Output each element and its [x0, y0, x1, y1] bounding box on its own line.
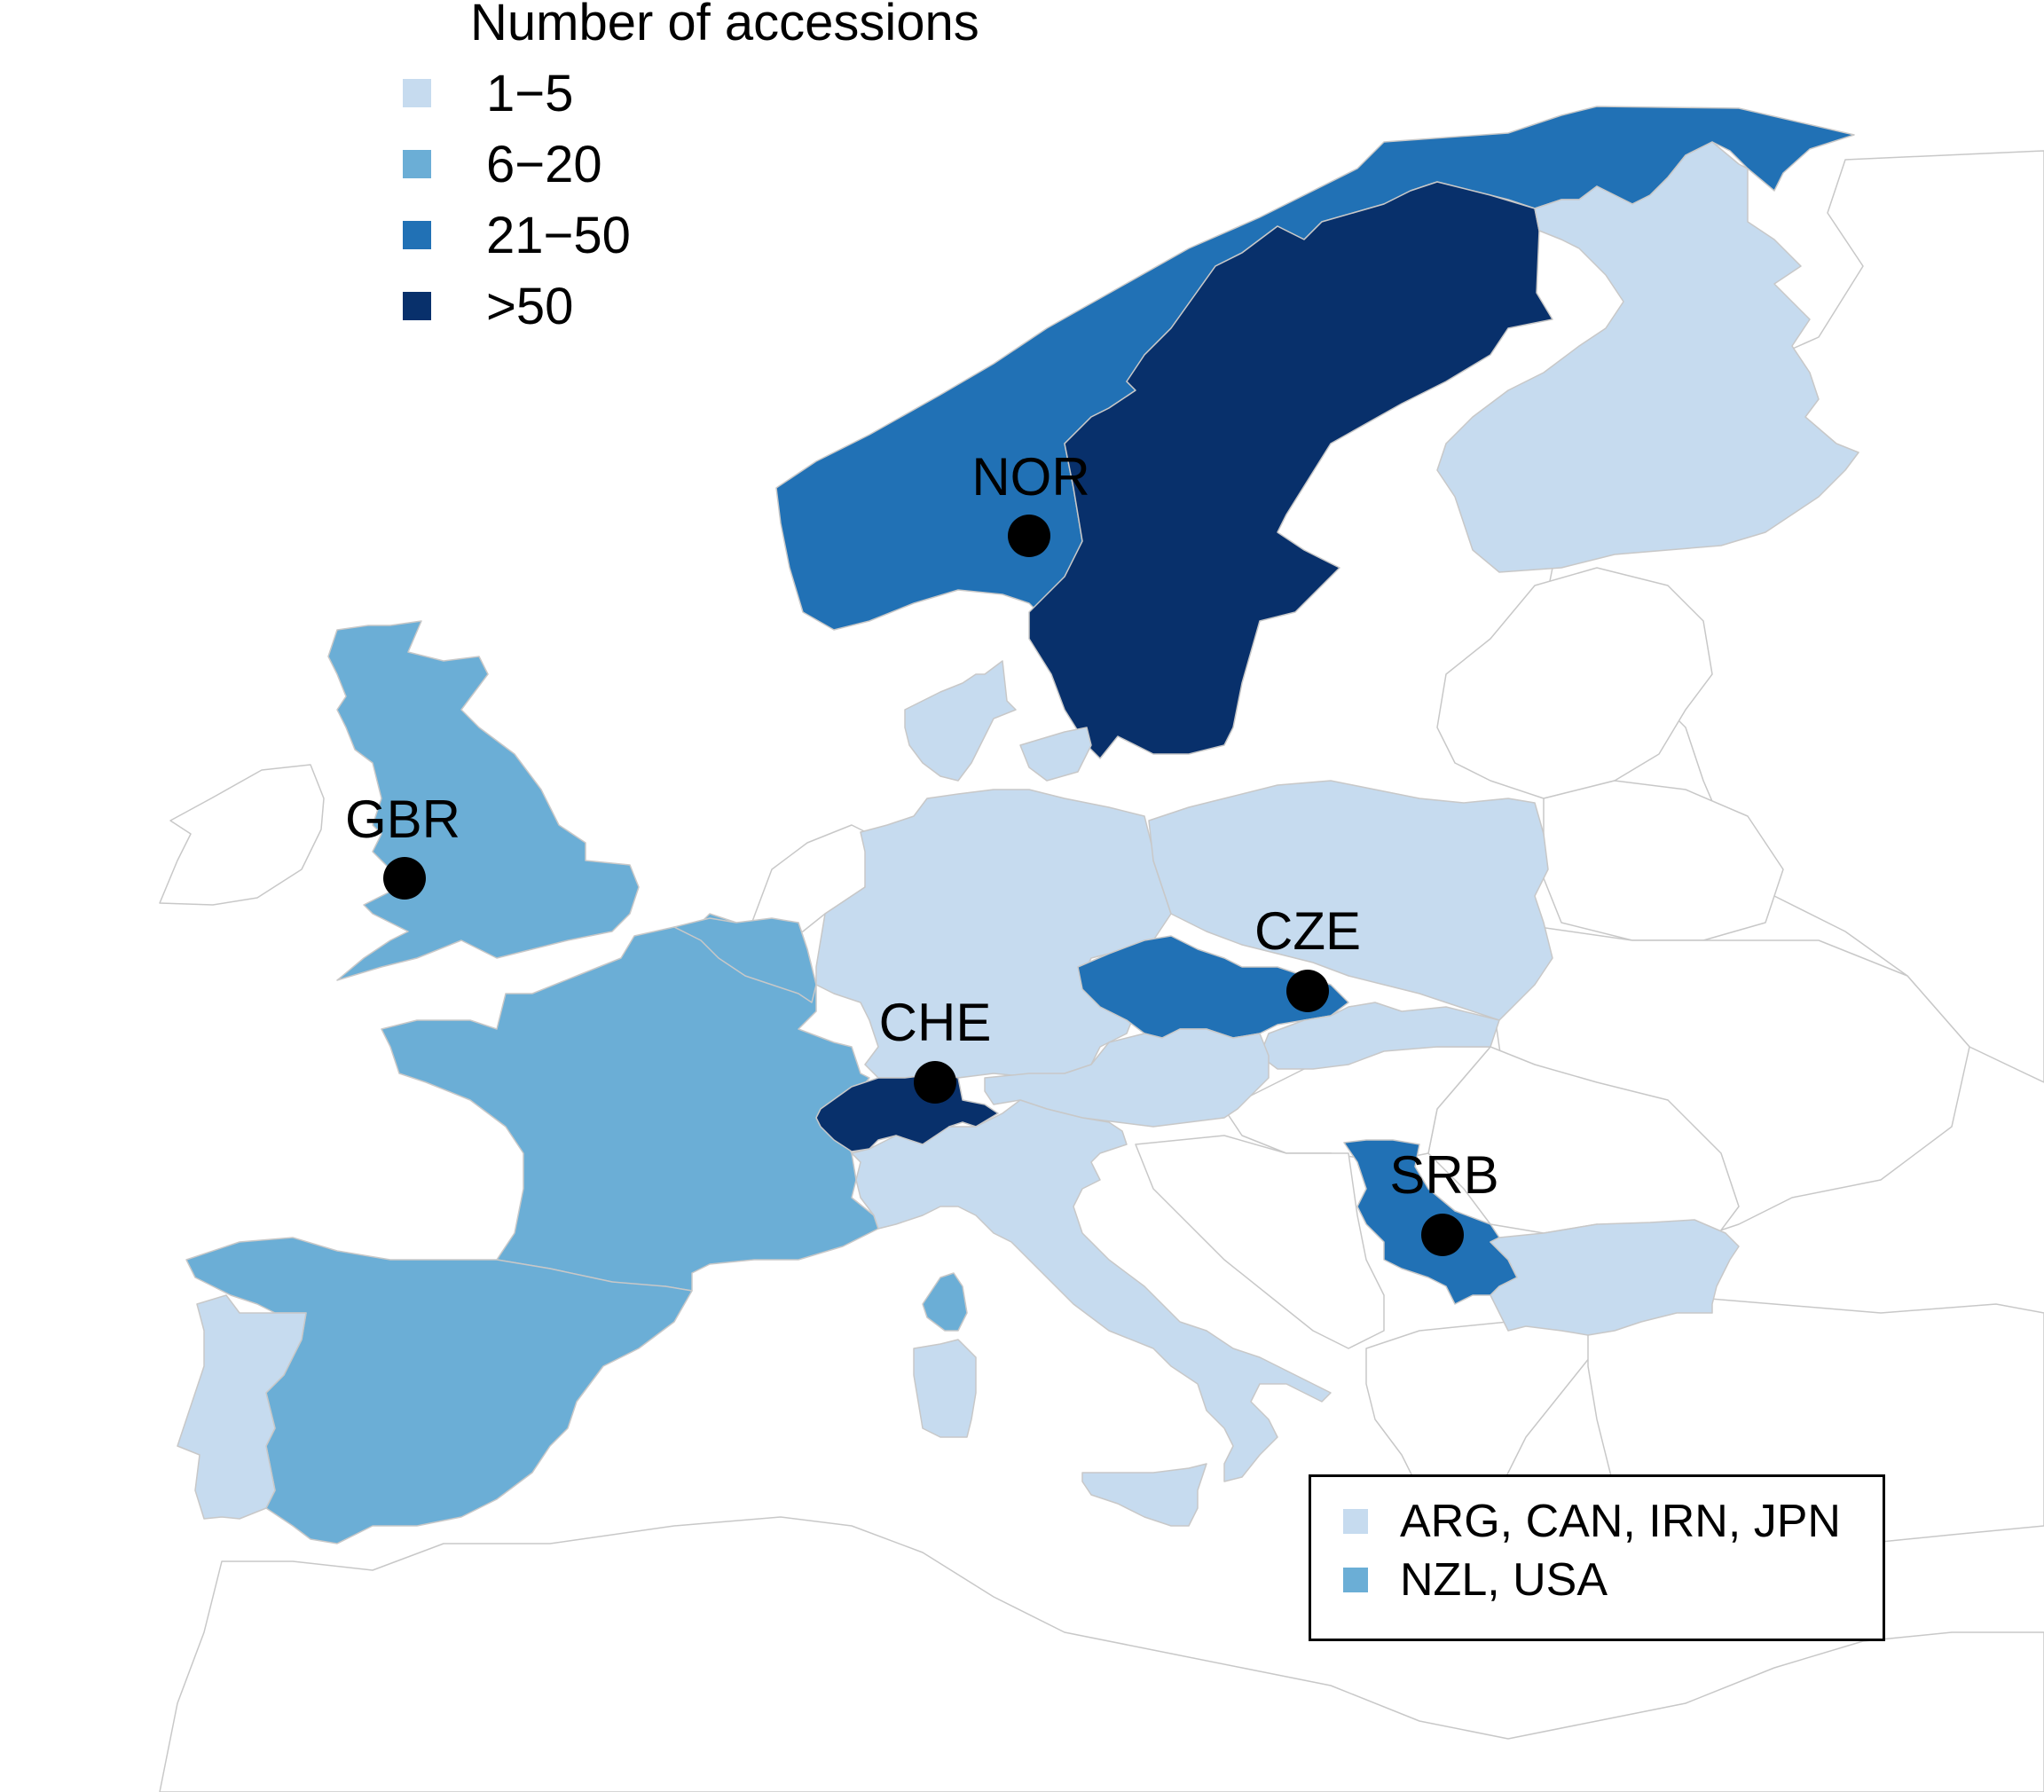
other-countries-item: ARG, CAN, IRN, JPN [1343, 1495, 1841, 1548]
finland-shape [1436, 141, 1859, 573]
marker-cze-label: CZE [1254, 901, 1361, 961]
background-countries [159, 150, 2044, 1792]
ireland-shape [159, 764, 325, 906]
germany-shape [815, 789, 1172, 1079]
legend-swatch [403, 221, 431, 249]
marker-cze-dot [1286, 970, 1329, 1012]
zealand-shape [1019, 727, 1092, 782]
sweden-shape [1028, 181, 1553, 759]
other-countries-swatch [1343, 1568, 1368, 1592]
other-countries-swatch [1343, 1509, 1368, 1534]
other-countries-legend: ARG, CAN, IRN, JPN NZL, USA [1309, 1474, 1885, 1641]
legend-title: Number of accessions [470, 0, 979, 51]
italy-shape [851, 1099, 1332, 1482]
marker-srb-dot [1421, 1214, 1464, 1256]
corsica-shape [922, 1272, 968, 1332]
other-countries-label: NZL, USA [1400, 1554, 1608, 1606]
bulgaria-shape [1490, 1219, 1740, 1336]
portugal-shape [177, 1294, 307, 1520]
marker-nor-dot [1008, 515, 1050, 557]
marker-che-label: CHE [879, 993, 992, 1052]
legend-label: 21−50 [486, 206, 631, 264]
legend-item: 6−20 [403, 135, 602, 193]
marker-che-dot [914, 1061, 956, 1104]
legend-swatch [403, 150, 431, 178]
marker-nor-label: NOR [971, 447, 1089, 507]
legend-item: 1−5 [403, 64, 574, 122]
denmark-shape [904, 660, 1017, 782]
belarus-shape [1543, 780, 1784, 941]
sicily-shape [1081, 1463, 1207, 1527]
legend-label: 1−5 [486, 64, 574, 122]
sardinia-shape [913, 1339, 977, 1438]
legend-swatch [403, 79, 431, 107]
marker-gbr-dot [383, 857, 426, 900]
legend-swatch [403, 292, 431, 320]
slovakia-shape [1259, 1002, 1500, 1070]
other-countries-label: ARG, CAN, IRN, JPN [1400, 1496, 1841, 1547]
legend-label: >50 [486, 277, 574, 335]
marker-srb-label: SRB [1389, 1145, 1498, 1205]
france-shape [381, 913, 879, 1292]
other-countries-item: NZL, USA [1343, 1553, 1608, 1607]
belgium-shape [673, 917, 817, 1003]
legend-label: 6−20 [486, 135, 602, 193]
poland-shape [1148, 780, 1553, 1021]
north-africa-shape [159, 1516, 2044, 1792]
legend-item: >50 [403, 277, 574, 335]
legend-item: 21−50 [403, 206, 631, 264]
balkans-west-shape [1135, 1135, 1385, 1349]
baltics-shape [1436, 567, 1713, 799]
markers: NOR GBR CZE CHE SRB [345, 447, 1499, 1256]
marker-gbr-label: GBR [345, 790, 460, 849]
